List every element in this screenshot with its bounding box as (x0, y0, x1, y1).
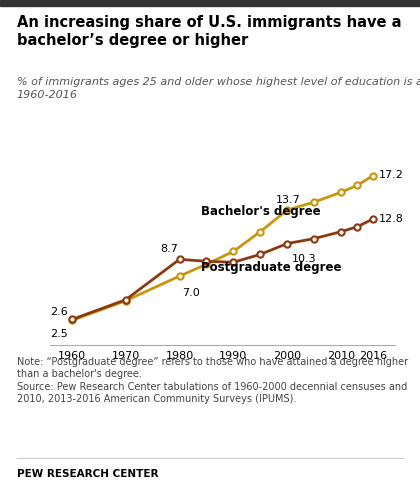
Text: 8.7: 8.7 (160, 245, 178, 254)
Text: Postgraduate degree: Postgraduate degree (201, 261, 341, 274)
Text: % of immigrants ages 25 and older whose highest level of education is a __,
1960: % of immigrants ages 25 and older whose … (17, 76, 420, 100)
Text: 10.3: 10.3 (291, 253, 316, 264)
Text: Source: Pew Research Center tabulations of 1960-2000 decennial censuses and 2010: Source: Pew Research Center tabulations … (17, 382, 407, 404)
Text: 7.0: 7.0 (182, 287, 200, 297)
Text: Bachelor's degree: Bachelor's degree (201, 205, 321, 218)
Text: 12.8: 12.8 (379, 213, 404, 224)
Text: 2.5: 2.5 (50, 329, 68, 339)
Text: PEW RESEARCH CENTER: PEW RESEARCH CENTER (17, 469, 158, 479)
Text: 17.2: 17.2 (379, 170, 404, 180)
Text: An increasing share of U.S. immigrants have a
bachelor’s degree or higher: An increasing share of U.S. immigrants h… (17, 15, 401, 48)
Text: 2.6: 2.6 (50, 307, 68, 317)
Text: Note: “Postgraduate degree” refers to those who have attained a degree higher th: Note: “Postgraduate degree” refers to th… (17, 357, 408, 379)
Text: 13.7: 13.7 (276, 195, 301, 205)
